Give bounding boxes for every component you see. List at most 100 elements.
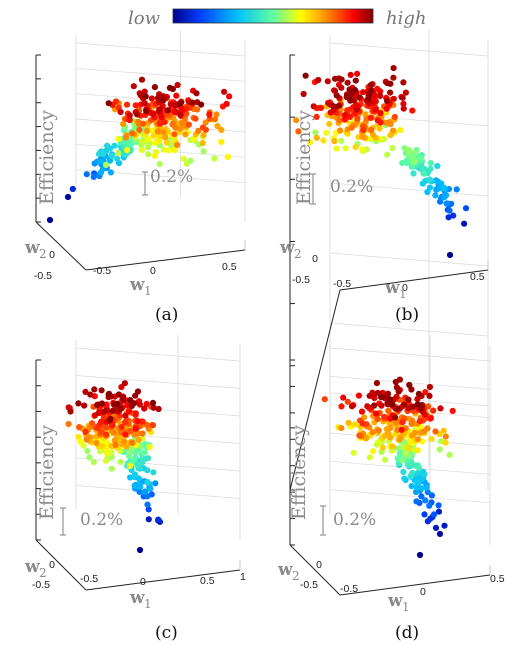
scatter-point (347, 71, 354, 78)
scatter-point (148, 95, 155, 102)
panel-b: 0.2%Efficiency-0.5 00.50-0.5 w 1w 2(b) (279, 30, 489, 491)
scatter-point (387, 89, 394, 96)
scatter-point (413, 484, 420, 491)
scatter-point (446, 251, 454, 259)
scatter-point (173, 92, 180, 99)
scatter-point (368, 87, 375, 94)
colorbar-high-label: high (386, 8, 426, 29)
scatter-point (359, 146, 366, 153)
scatter-point (427, 160, 434, 167)
scatter-point (89, 420, 96, 427)
scatter-point (320, 137, 327, 144)
scatter-point (384, 429, 391, 436)
scatter-point (218, 138, 225, 145)
scatter-point (359, 133, 366, 140)
scatter-point (103, 407, 110, 414)
w2-axis-line (289, 289, 341, 491)
scatter-point (141, 405, 148, 412)
scatter-point (116, 406, 123, 413)
scatter-point (352, 144, 359, 151)
scatter-point (160, 97, 167, 104)
scatter-point (96, 448, 104, 455)
scatter-point (346, 86, 353, 93)
scatter-point (126, 112, 133, 119)
scatter-point (378, 402, 385, 409)
scatter-point (149, 110, 156, 117)
grid-line (75, 169, 246, 184)
scatter-point (386, 396, 393, 403)
scatter-point (370, 448, 377, 455)
panel-caption: (a) (155, 305, 178, 325)
scatter-point (353, 106, 360, 113)
scatter-point (144, 478, 151, 486)
scatter-point (432, 524, 440, 532)
scatter-point (422, 389, 429, 396)
grid-line (75, 457, 241, 472)
scatter-point (335, 102, 343, 109)
colorbar-gradient (172, 8, 374, 24)
w2-axis-label: w (279, 238, 295, 258)
scatter-point (98, 387, 105, 394)
x-axis-label: w (387, 591, 403, 611)
scatter-point (374, 416, 381, 423)
x-tick-label: 0.5 (470, 271, 485, 283)
w2-tick-label: 0 (49, 249, 55, 261)
scatter-point (344, 79, 351, 86)
x-axis-label-sub: 1 (402, 600, 410, 614)
scatter-point (347, 91, 354, 98)
scatter-point (82, 388, 89, 395)
scatter-point (426, 383, 433, 391)
scatter-point (140, 120, 147, 127)
scatter-point (145, 136, 152, 143)
scatter-point (350, 449, 357, 456)
scatter-point (131, 482, 138, 489)
scatter-point (141, 88, 148, 95)
scatter-point (362, 111, 369, 118)
panel-caption: (d) (395, 623, 419, 643)
scatter-point (84, 447, 91, 455)
scatter-point (416, 464, 423, 472)
scatter-point (162, 134, 169, 141)
scatter-point (430, 407, 437, 414)
scatter-point (226, 93, 233, 100)
scatter-point (372, 410, 380, 417)
grid-line (329, 322, 489, 337)
scatter-point (158, 114, 165, 121)
grid-line (329, 252, 489, 267)
scatter-point (378, 394, 385, 401)
scatter-point (398, 426, 405, 433)
y-axis-label: Efficiency (36, 425, 58, 520)
scatter-point (354, 70, 361, 77)
scatter-point (401, 401, 408, 408)
scatter-point (107, 416, 114, 423)
scatter-point (202, 126, 209, 133)
scatter-point (432, 428, 439, 435)
scatter-point (337, 127, 344, 134)
scatter-point (132, 410, 139, 417)
scatter-point (326, 120, 333, 128)
scatter-point (93, 439, 100, 447)
scatter-point (411, 158, 418, 165)
scatter-point (137, 91, 144, 99)
scatter-point (338, 425, 345, 432)
scatter-point (198, 101, 205, 108)
scale-bar-label: 0.2% (150, 167, 193, 187)
scatter-point (176, 100, 183, 108)
scatter-point (313, 113, 320, 120)
scatter-point (81, 402, 88, 409)
scatter-point (342, 145, 349, 152)
scatter-point (392, 378, 399, 386)
scatter-point (413, 498, 420, 505)
scatter-point (430, 511, 438, 518)
scatter-point (409, 403, 416, 410)
scatter-point (324, 78, 331, 85)
scatter-point (371, 402, 378, 409)
scatter-point (379, 444, 386, 451)
w2-axis-label-sub: 2 (39, 247, 47, 261)
w1-axis-line (85, 249, 246, 271)
scatter-point (315, 76, 322, 84)
scatter-point (302, 72, 309, 79)
scatter-point (416, 551, 424, 559)
scatter-point (155, 405, 162, 413)
scatter-point (422, 497, 429, 504)
